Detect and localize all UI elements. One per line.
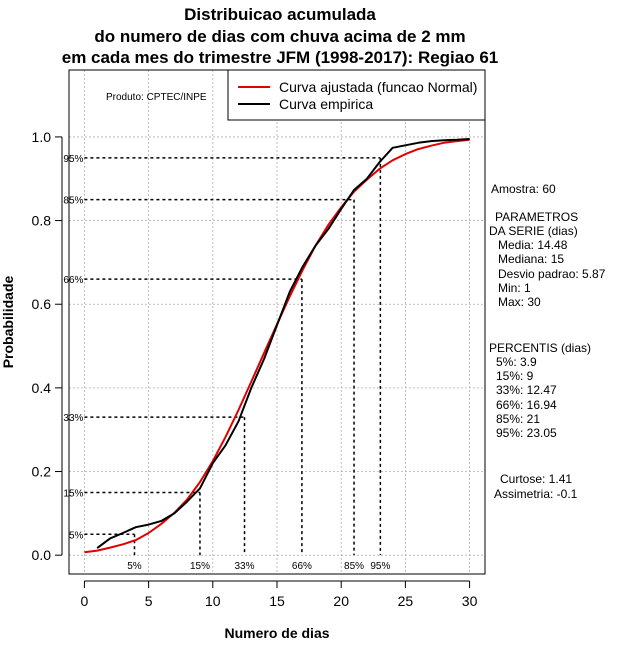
param-mean: Media: 14.48 bbox=[498, 238, 568, 252]
legend: Curva ajustada (funcao Normal) Curva emp… bbox=[227, 69, 486, 121]
x-tick-label-0: 0 bbox=[81, 593, 89, 609]
percentile-guides: 5% 5% 15% 15% 33% 33% 66% 66% 85% 85% 95% 95% bbox=[63, 154, 390, 572]
percentil-85: 85%: 21 bbox=[496, 412, 540, 426]
guide-left-label-4: 85% bbox=[63, 196, 83, 207]
title-line-2: do numero de dias com chuva acima de 2 m… bbox=[94, 27, 465, 46]
x-axis: 0 5 10 15 20 25 30 bbox=[81, 580, 478, 609]
x-tick-label-25: 25 bbox=[398, 593, 414, 609]
y-axis-label: Probabilidade bbox=[0, 276, 16, 369]
y-axis: 0.0 0.2 0.4 0.6 0.8 1.0 bbox=[32, 129, 63, 563]
params-title-2: DA SERIE (dias) bbox=[489, 224, 578, 238]
percentis-title: PERCENTIS (dias) bbox=[489, 341, 591, 355]
percentil-66: 66%: 16.94 bbox=[496, 398, 557, 412]
x-tick-label-15: 15 bbox=[269, 593, 285, 609]
sample-size: Amostra: 60 bbox=[491, 182, 556, 196]
product-label: Produto: CPTEC/INPE bbox=[106, 92, 207, 103]
guide-left-label-2: 33% bbox=[63, 413, 83, 424]
stats-panel: Amostra: 60 PARAMETROS DA SERIE (dias) M… bbox=[489, 182, 606, 501]
param-max: Max: 30 bbox=[498, 295, 541, 309]
guide-left-label-5: 95% bbox=[63, 154, 83, 165]
x-tick-label-30: 30 bbox=[462, 593, 478, 609]
guide-bottom-label-0: 5% bbox=[127, 561, 142, 572]
percentil-5: 5%: 3.9 bbox=[496, 355, 537, 369]
percentil-95: 95%: 23.05 bbox=[496, 426, 557, 440]
title-line-1: Distribuicao acumulada bbox=[184, 5, 376, 24]
y-tick-label-3: 0.6 bbox=[32, 296, 52, 312]
params-title-1: PARAMETROS bbox=[495, 210, 578, 224]
percentil-33: 33%: 12.47 bbox=[496, 383, 557, 397]
guide-left-label-0: 5% bbox=[69, 530, 84, 541]
param-min: Min: 1 bbox=[498, 281, 531, 295]
curtose: Curtose: 1.41 bbox=[500, 472, 572, 486]
y-tick-label-5: 1.0 bbox=[32, 129, 52, 145]
legend-label-empirical: Curva empirica bbox=[279, 96, 373, 112]
assimetria: Assimetria: -0.1 bbox=[494, 487, 578, 501]
y-tick-label-1: 0.2 bbox=[32, 464, 52, 480]
x-tick-label-20: 20 bbox=[333, 593, 349, 609]
param-stddev: Desvio padrao: 5.87 bbox=[498, 267, 606, 281]
guide-bottom-label-4: 85% bbox=[344, 561, 364, 572]
series-line-empirical bbox=[96, 138, 470, 549]
guide-bottom-label-5: 95% bbox=[370, 561, 390, 572]
param-median: Mediana: 15 bbox=[498, 252, 564, 266]
x-axis-label: Numero de dias bbox=[224, 625, 329, 641]
guide-left-label-1: 15% bbox=[63, 488, 83, 499]
chart-title: Distribuicao acumulada do numero de dias… bbox=[62, 5, 499, 67]
x-tick-label-10: 10 bbox=[205, 593, 221, 609]
guide-bottom-label-3: 66% bbox=[292, 561, 312, 572]
legend-label-fitted: Curva ajustada (funcao Normal) bbox=[279, 79, 477, 95]
guide-left-label-3: 66% bbox=[63, 275, 83, 286]
y-tick-label-4: 0.8 bbox=[32, 213, 52, 229]
series-lines bbox=[84, 138, 470, 554]
guide-bottom-label-2: 33% bbox=[235, 561, 255, 572]
guide-bottom-label-1: 15% bbox=[190, 561, 210, 572]
y-tick-label-0: 0.0 bbox=[32, 547, 52, 563]
legend-box bbox=[227, 69, 486, 121]
title-line-3: em cada mes do trimestre JFM (1998-2017)… bbox=[62, 48, 499, 67]
percentil-15: 15%: 9 bbox=[496, 369, 534, 383]
y-tick-label-2: 0.4 bbox=[32, 380, 52, 396]
x-tick-label-5: 5 bbox=[145, 593, 153, 609]
